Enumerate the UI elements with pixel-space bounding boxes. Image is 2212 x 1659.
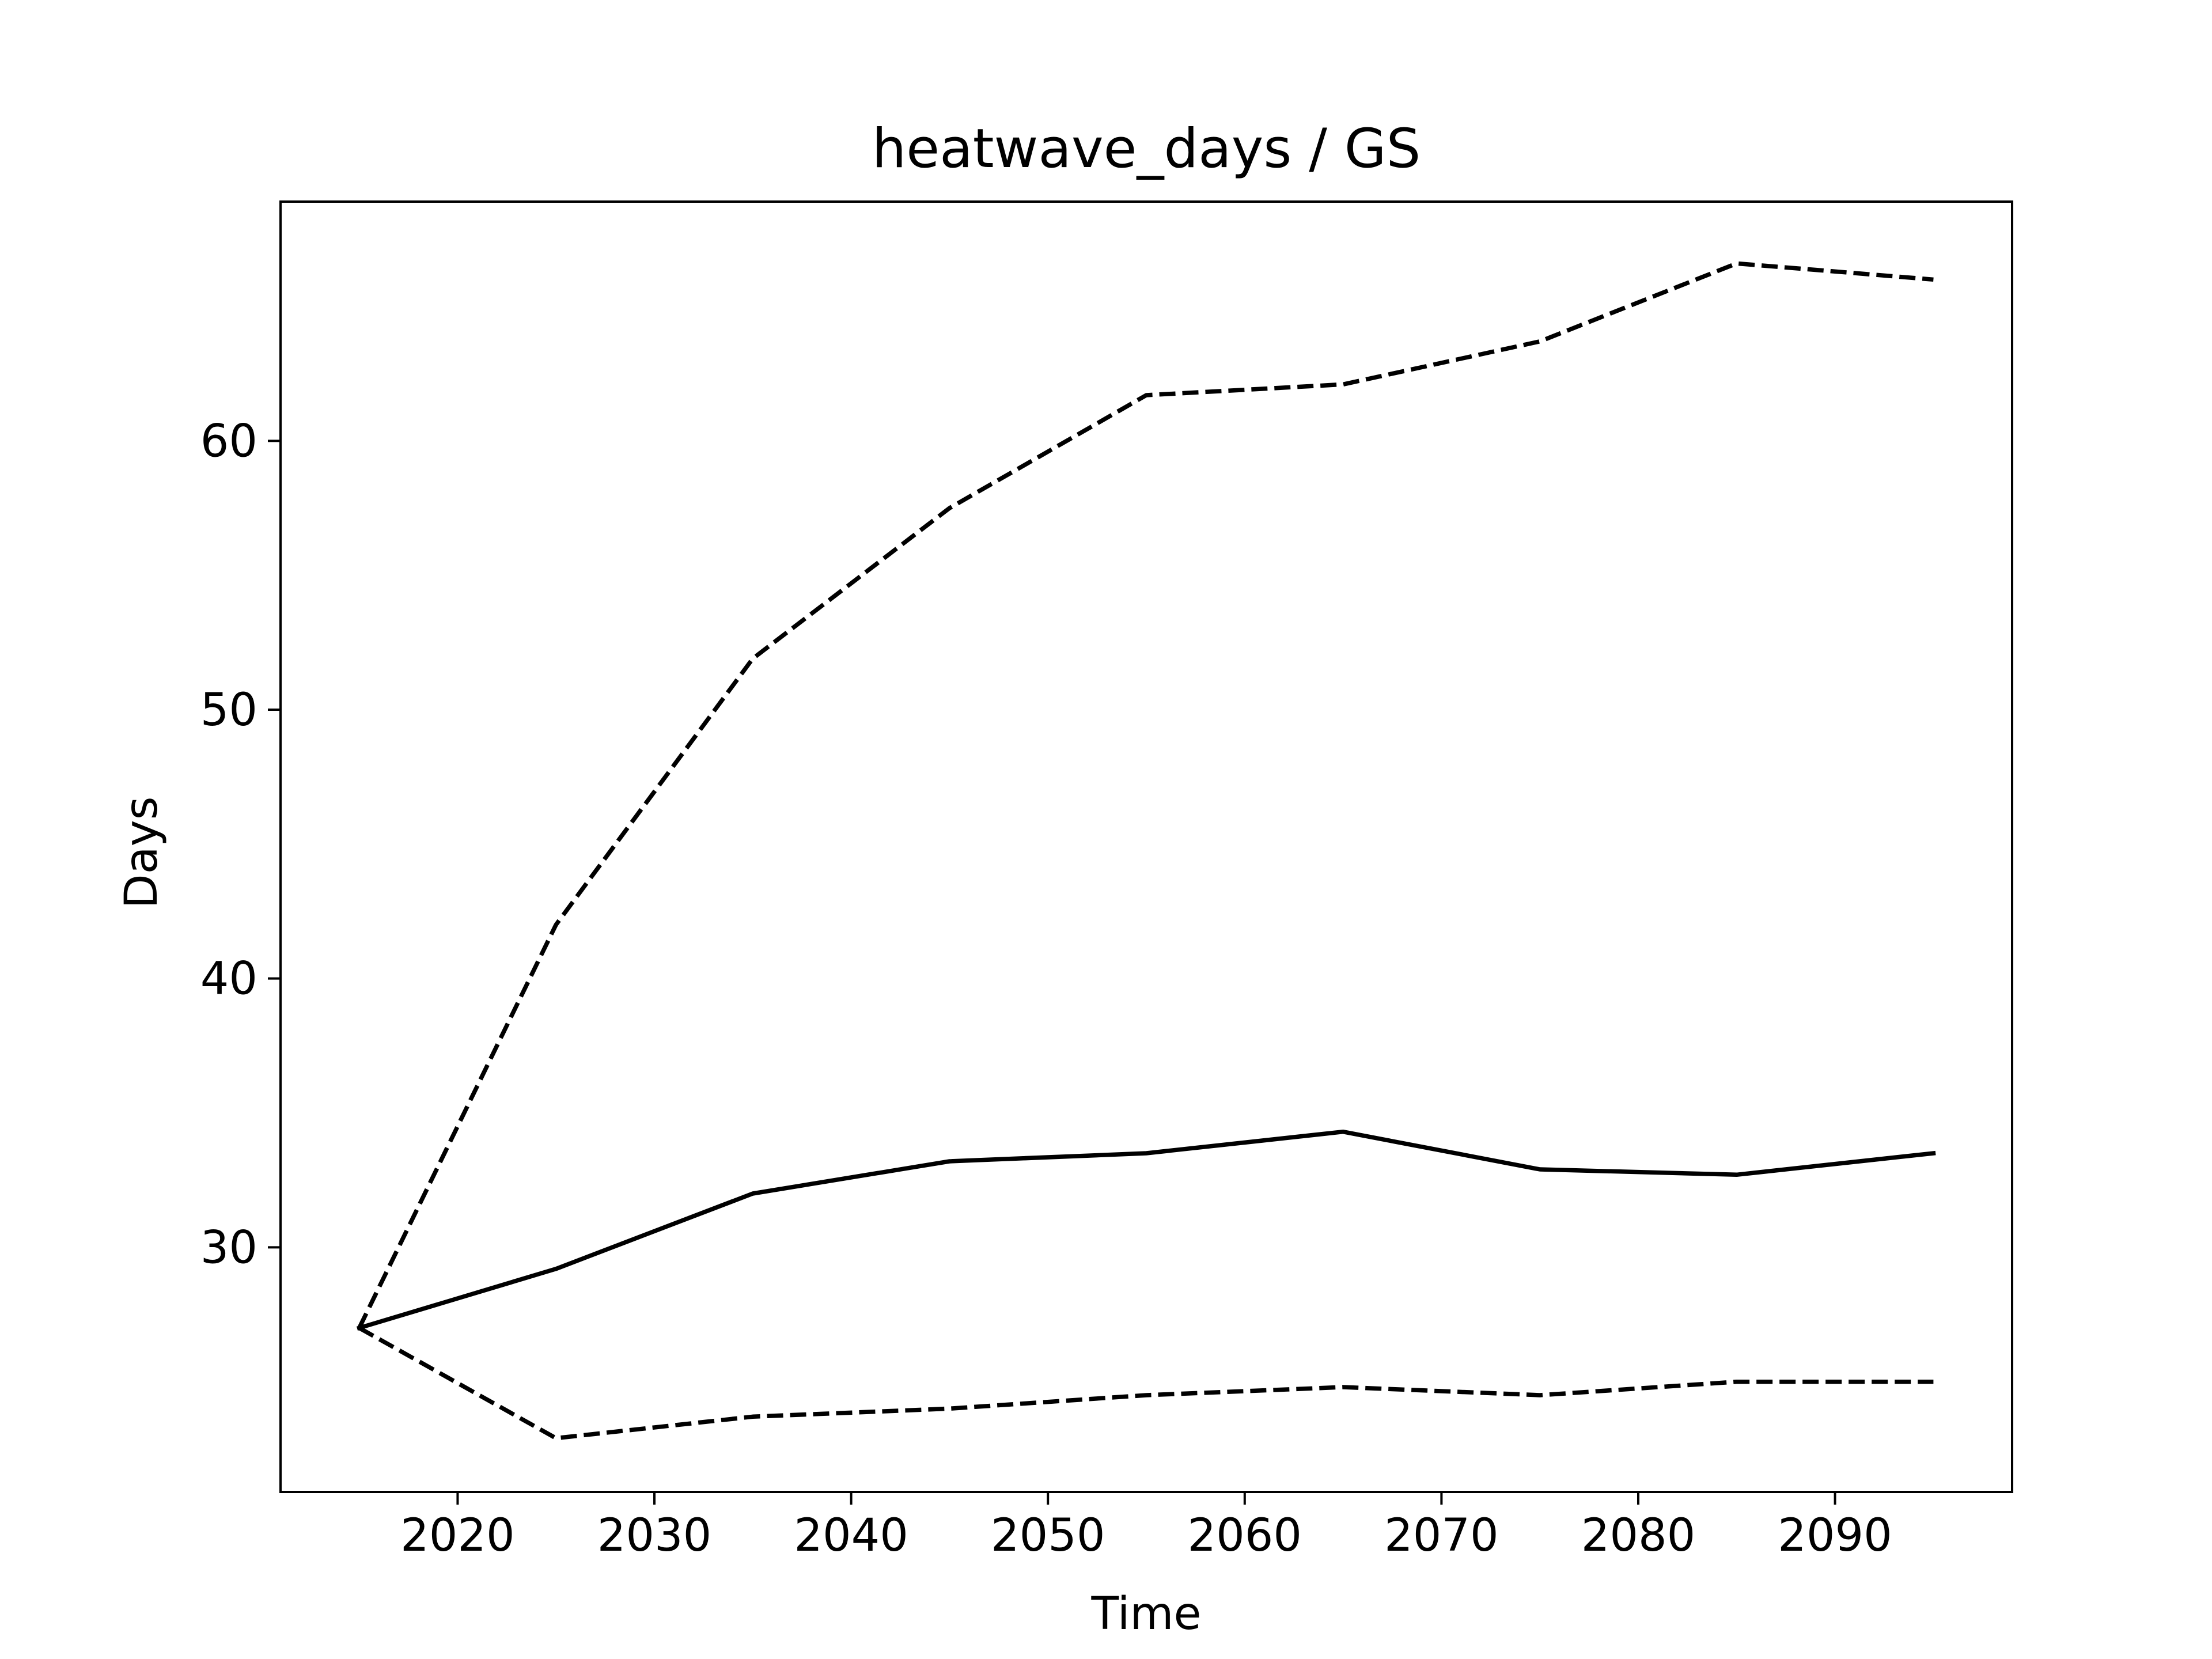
series-line-1 xyxy=(356,1129,1936,1331)
x-tick-label: 2050 xyxy=(991,1510,1105,1562)
series-line-3 xyxy=(358,1326,1934,1441)
x-tick-label: 2070 xyxy=(1384,1510,1499,1562)
y-axis-ticks: 30 40 50 60 xyxy=(200,415,281,1274)
plot-frame xyxy=(279,200,2013,1493)
x-tick-label: 2060 xyxy=(1188,1510,1302,1562)
y-tick-label: 30 xyxy=(200,1222,257,1274)
chart-title: heatwave_days / GS xyxy=(872,118,1421,180)
y-tick-label: 40 xyxy=(200,953,257,1005)
y-axis-label: Days xyxy=(116,797,168,909)
y-tick-label: 50 xyxy=(200,684,257,736)
series-lines xyxy=(356,261,1936,1441)
x-tick-label: 2030 xyxy=(597,1510,712,1562)
x-tick-label: 2090 xyxy=(1778,1510,1892,1562)
series-line-2 xyxy=(357,261,1934,1329)
y-tick-label: 60 xyxy=(200,415,257,467)
x-tick-label: 2040 xyxy=(794,1510,908,1562)
x-axis-label: Time xyxy=(1091,1588,1202,1640)
x-tick-label: 2080 xyxy=(1581,1510,1696,1562)
x-axis-ticks: 2020 2030 2040 2050 2060 2070 2080 2090 xyxy=(400,1492,1892,1562)
x-tick-label: 2020 xyxy=(400,1510,515,1562)
